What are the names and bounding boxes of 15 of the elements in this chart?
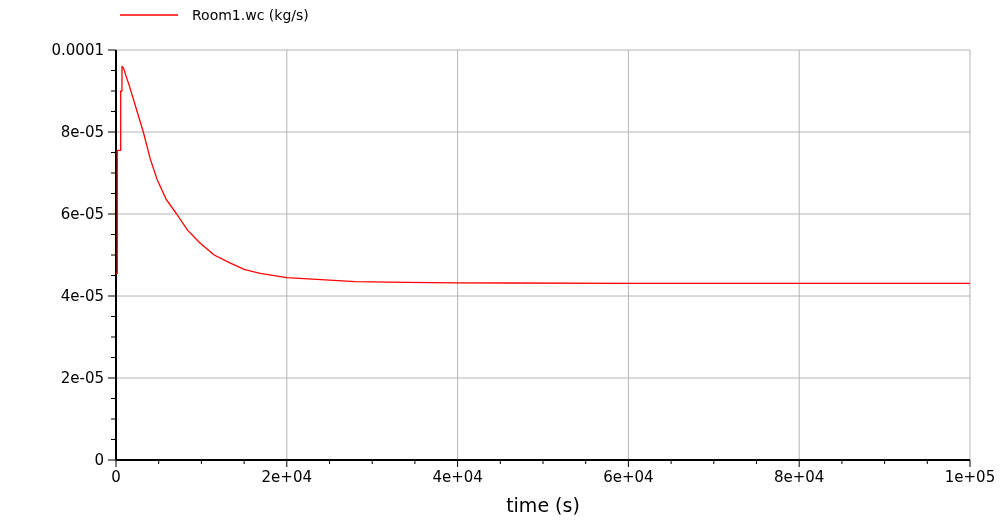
- y-tick-label: 4e-05: [60, 287, 104, 305]
- y-tick-label: 2e-05: [60, 369, 104, 387]
- x-tick-label: 4e+04: [432, 468, 483, 486]
- legend-label: Room1.wc (kg/s): [192, 7, 309, 23]
- x-tick-label: 8e+04: [773, 468, 825, 486]
- x-axis-title: time (s): [506, 494, 580, 516]
- line-series: [115, 65, 971, 284]
- y-tick-label: 0.0001: [51, 41, 104, 59]
- x-tick-label: 1e+05: [944, 468, 996, 486]
- y-tick-label: 0: [94, 451, 104, 469]
- x-tick-label: 2e+04: [261, 468, 313, 486]
- y-tick-label: 6e-05: [60, 205, 104, 223]
- x-tick-label: 6e+04: [603, 468, 654, 486]
- y-tick-label: 8e-05: [60, 123, 104, 141]
- x-tick-label: 0: [111, 468, 121, 486]
